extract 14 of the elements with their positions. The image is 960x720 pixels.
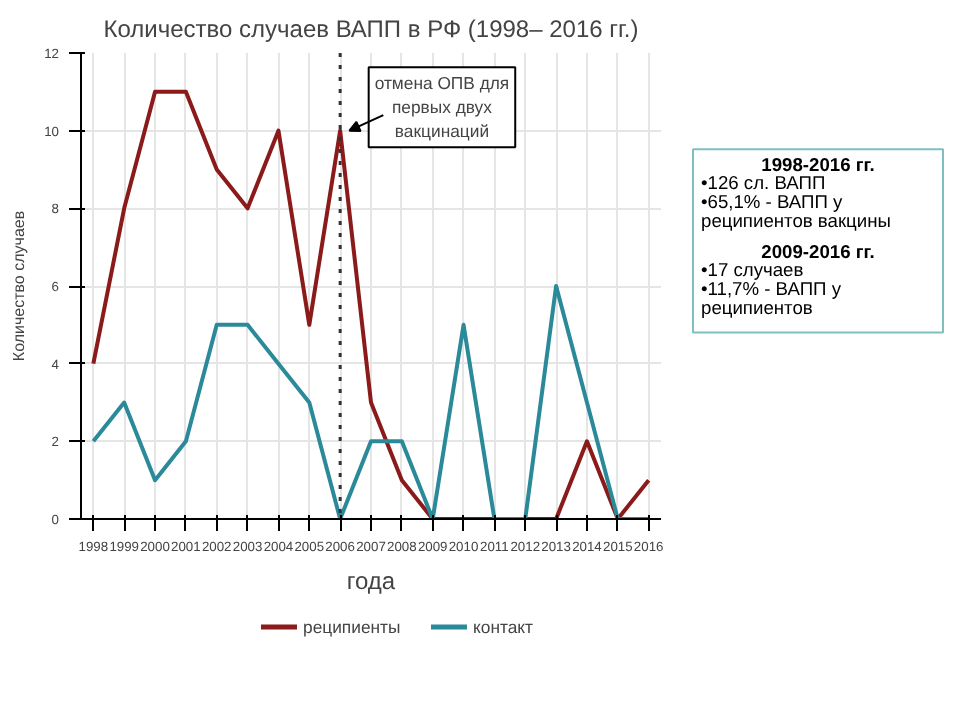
text: 2009-2016 гг. [761,241,875,262]
x-axis-title: года [346,567,396,595]
chart-title: Количество случаев ВАПП в РФ (1998– 2016 гг.) [103,15,639,43]
legend-label: реципиенты [303,617,401,637]
line-series [91,284,651,519]
text: •65,1% - ВАПП у реципиентов вакцины [701,192,892,231]
text: 1998-2016 гг. [761,154,875,175]
text: •11,7% - ВАПП у реципиентов [701,279,842,318]
text: •126 сл. ВАПП [701,173,826,194]
annotation: отмена ОПВ для первых двух вакцинаций [374,73,510,142]
text: •17 случаев [701,260,804,281]
line-series [91,89,651,519]
legend-label: контакт [473,617,534,637]
y-axis-title: Количество случаев [10,210,29,362]
